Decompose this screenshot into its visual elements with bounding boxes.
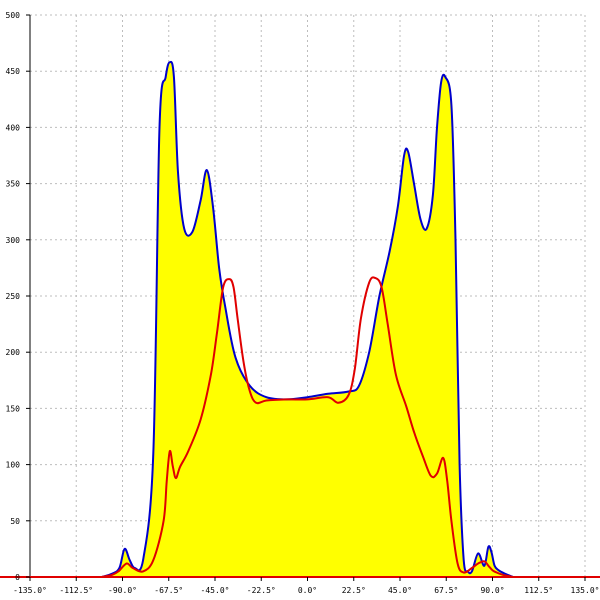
y-tick-label: 250	[6, 292, 21, 301]
y-tick-label: 300	[6, 236, 21, 245]
y-tick-label: 50	[10, 517, 20, 526]
y-tick-label: 450	[6, 67, 21, 76]
x-tick-label: 135.0°	[571, 586, 600, 595]
x-tick-label: -22.5°	[247, 586, 276, 595]
axes	[0, 14, 600, 581]
y-tick-labels: 0 50 100 150 200 250 300 350 400 450 500	[6, 11, 21, 582]
x-tick-label: 45.0°	[388, 586, 412, 595]
series-0-area	[101, 61, 514, 577]
series-lines	[101, 60, 514, 578]
x-tick-label: -67.5°	[154, 586, 183, 595]
x-tick-labels: -135.0° -112.5° -90.0° -67.5° -45.0° -22.5° 0.…	[13, 586, 599, 595]
series-fills	[101, 61, 514, 577]
y-tick-label: 400	[6, 123, 21, 132]
x-tick-label: -135.0°	[13, 586, 47, 595]
y-tick-label: 0	[15, 573, 20, 582]
x-tick-label: -112.5°	[59, 586, 93, 595]
y-tick-label: 350	[6, 180, 21, 189]
x-tick-label: -90.0°	[108, 586, 137, 595]
series-1-line	[101, 276, 514, 578]
x-tick-label: 90.0°	[480, 586, 504, 595]
x-tick-label: 112.5°	[524, 586, 553, 595]
y-tick-label: 500	[6, 11, 21, 20]
y-tick-label: 100	[6, 461, 21, 470]
y-tick-label: 150	[6, 404, 21, 413]
y-tick-label: 200	[6, 348, 21, 357]
x-tick-label: 67.5°	[434, 586, 458, 595]
x-tick-label: 22.5°	[342, 586, 366, 595]
x-tick-label: 0.0°	[298, 586, 317, 595]
x-tick-label: -45.0°	[201, 586, 230, 595]
series-0-line	[101, 60, 514, 578]
